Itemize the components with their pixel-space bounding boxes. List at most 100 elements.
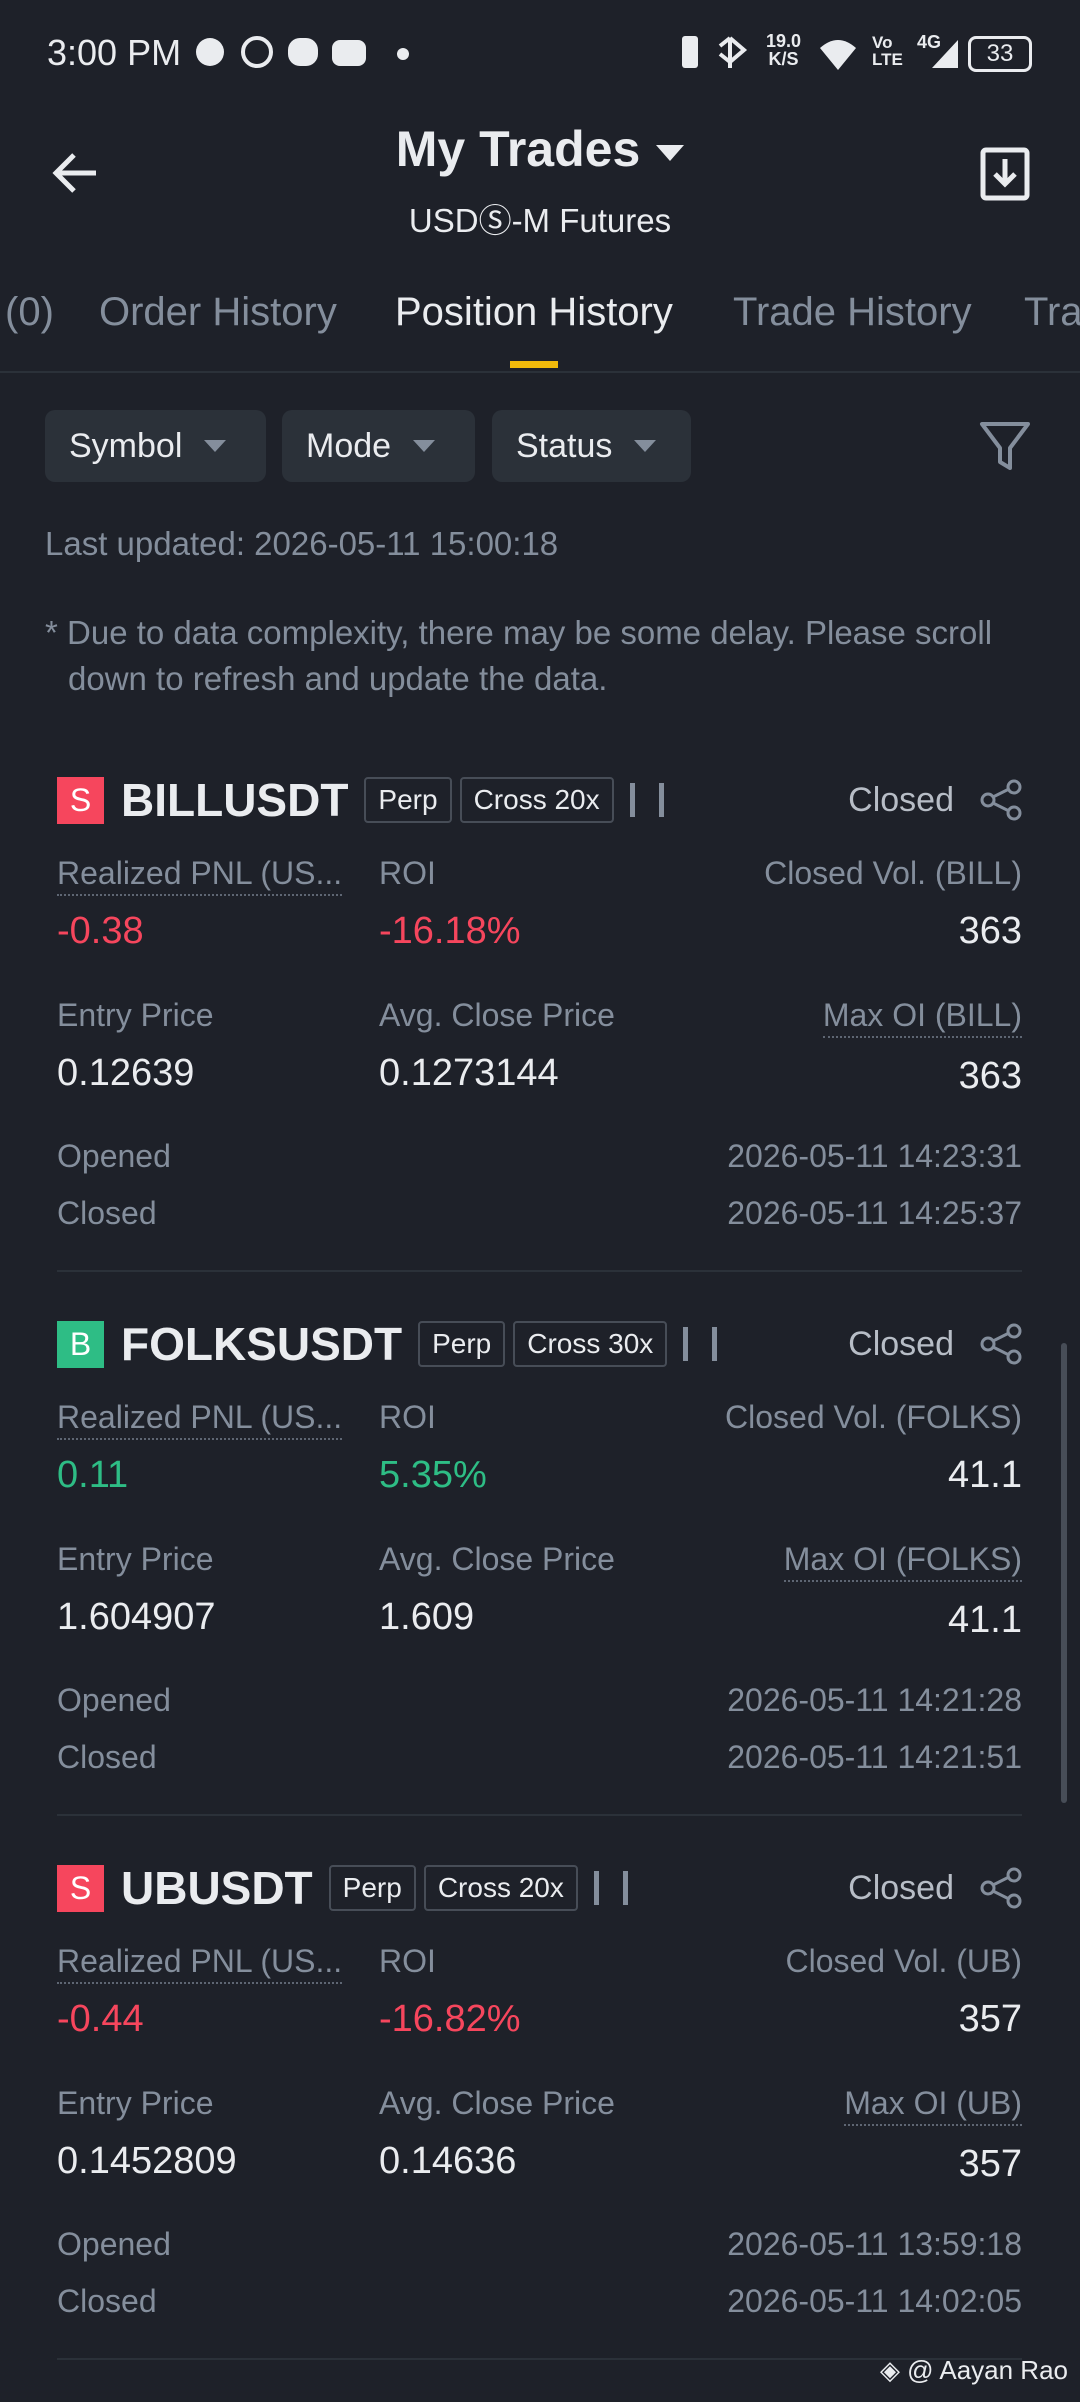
share-button[interactable] [980, 779, 1022, 821]
symbol: UBUSDT [121, 1862, 313, 1914]
closed-vol-label: Closed Vol. (BILL) [764, 855, 1022, 891]
opened-label: Opened [57, 1682, 171, 1718]
filter-chip[interactable]: Mode [282, 410, 475, 482]
roi-value: -16.82% [379, 1998, 521, 2040]
chart-icon[interactable] [683, 1327, 718, 1361]
tab[interactable]: (0) [5, 290, 54, 334]
card-header: B FOLKSUSDT Perp Cross 30x Closed [57, 1314, 1022, 1374]
filter-label: Mode [306, 426, 392, 465]
status-icons-left [682, 36, 748, 68]
title-caret [656, 144, 685, 161]
closed-vol-value: 363 [958, 910, 1022, 952]
tab[interactable]: Tra [1024, 290, 1080, 334]
max-oi-value: 357 [958, 2143, 1022, 2185]
filter-caret [413, 440, 436, 452]
pnl-label: Realized PNL (US... [57, 1399, 343, 1440]
opened-value: 2026-05-11 13:59:18 [727, 2226, 1022, 2262]
symbol: FOLKSUSDT [121, 1318, 403, 1370]
opened-value: 2026-05-11 14:23:31 [727, 1138, 1022, 1174]
roi-label: ROI [379, 855, 436, 891]
chart-icon[interactable] [593, 1871, 628, 1905]
closed-label: Closed [57, 1739, 157, 1775]
tab[interactable]: Trade History [733, 290, 972, 334]
volte-bottom: LTE [872, 50, 903, 69]
share-button[interactable] [980, 1867, 1022, 1909]
filter-chip[interactable]: Status [492, 410, 691, 482]
net-speed-unit: K/S [768, 49, 799, 69]
avg-close-label: Avg. Close Price [379, 1541, 615, 1577]
share-button[interactable] [980, 1323, 1022, 1365]
net-speed-value: 19.0 [766, 31, 802, 51]
last-updated: Last updated: 2026-05-11 15:00:18 [45, 525, 559, 562]
title-row[interactable]: My Trades [0, 120, 1080, 178]
battery: 33 [968, 36, 1032, 72]
roi-label: ROI [379, 1399, 436, 1435]
network-type: 4G [917, 32, 942, 52]
contract-tag: Perp [328, 1865, 416, 1911]
volte: Vo LTE [872, 34, 903, 68]
download-button[interactable] [980, 147, 1030, 201]
status: Closed [848, 780, 954, 819]
chart-icon[interactable] [629, 783, 664, 817]
tab-divider [0, 371, 1080, 373]
closed-label: Closed [57, 1195, 157, 1231]
side-badge: B [57, 1320, 104, 1368]
tab[interactable]: Order History [99, 290, 337, 334]
card-divider [57, 1814, 1022, 1816]
filter-chip[interactable]: Symbol [45, 410, 266, 482]
opened-value: 2026-05-11 14:21:28 [727, 1682, 1022, 1718]
roi-label: ROI [379, 1943, 436, 1979]
filter-button[interactable] [978, 418, 1032, 474]
card-header: S UBUSDT Perp Cross 20x Closed [57, 1858, 1022, 1918]
margin-tag: Cross 20x [423, 1865, 578, 1911]
side-badge: S [57, 1864, 104, 1912]
notification-icons [196, 36, 409, 68]
page-title: My Trades [395, 121, 641, 177]
tab[interactable]: Position History [395, 290, 673, 334]
net-speed: 19.0 K/S [766, 32, 801, 68]
card-divider [57, 1270, 1022, 1272]
card-divider [57, 2358, 1022, 2360]
closed-vol-value: 41.1 [948, 1454, 1022, 1496]
opened-label: Opened [57, 2226, 171, 2262]
closed-vol-value: 357 [958, 1998, 1022, 2040]
watermark-text: @ Aayan Rao [907, 2355, 1068, 2385]
margin-tag: Cross 20x [459, 777, 614, 823]
filter-label: Status [516, 426, 613, 465]
filter-caret [634, 440, 657, 452]
closed-value: 2026-05-11 14:25:37 [727, 1195, 1022, 1231]
status: Closed [848, 1324, 954, 1363]
back-button[interactable] [50, 150, 100, 196]
max-oi-label: Max OI (BILL) [822, 997, 1022, 1038]
avg-close-label: Avg. Close Price [379, 997, 615, 1033]
roi-value: -16.18% [379, 910, 521, 952]
closed-value: 2026-05-11 14:02:05 [727, 2283, 1022, 2319]
roi-value: 5.35% [379, 1454, 487, 1496]
closed-value: 2026-05-11 14:21:51 [727, 1739, 1022, 1775]
symbol: BILLUSDT [121, 774, 349, 826]
max-oi-value: 363 [958, 1055, 1022, 1097]
signal-icon [932, 40, 958, 68]
scrollbar [1061, 1343, 1067, 1803]
avg-close-label: Avg. Close Price [379, 2085, 615, 2121]
card-header: S BILLUSDT Perp Cross 20x Closed [57, 770, 1022, 830]
wifi-icon [820, 40, 856, 70]
side-badge: S [57, 776, 104, 824]
avg-close-value: 0.1273144 [379, 1052, 559, 1094]
max-oi-label: Max OI (FOLKS) [783, 1541, 1022, 1582]
page-subtitle: USDⓈ-M Futures [408, 202, 672, 239]
position-card: S BILLUSDT Perp Cross 20x Closed Realized PNL… [57, 770, 1022, 1314]
entry-label: Entry Price [57, 2085, 214, 2121]
tab-indicator [510, 361, 558, 368]
pnl-value: 0.11 [57, 1454, 129, 1496]
closed-label: Closed [57, 2283, 157, 2319]
opened-label: Opened [57, 1138, 171, 1174]
max-oi-label: Max OI (UB) [844, 2085, 1022, 2126]
entry-value: 0.1452809 [57, 2140, 237, 2182]
entry-value: 0.12639 [57, 1052, 195, 1094]
status-time: 3:00 PM [47, 32, 182, 73]
closed-vol-label: Closed Vol. (UB) [785, 1943, 1022, 1979]
volte-top: Vo [872, 33, 893, 52]
pnl-label: Realized PNL (US... [57, 1943, 343, 1984]
